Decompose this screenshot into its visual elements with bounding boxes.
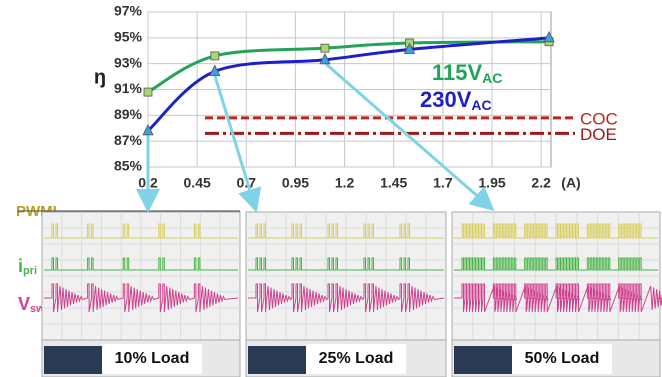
x-tick-label: 0.45: [184, 175, 211, 191]
y-tick-label: 91%: [114, 80, 143, 96]
y-tick-label: 93%: [114, 54, 143, 70]
x-tick-label: 1.2: [335, 175, 355, 191]
y-tick-label: 89%: [114, 106, 143, 122]
legend-name: 115V: [432, 60, 482, 85]
y-axis-label: ŋ: [94, 66, 106, 88]
scope-trace: [454, 258, 658, 270]
signal-subscript: pri: [23, 265, 37, 277]
scope-trace: [454, 224, 658, 238]
reference-label: DOE: [580, 125, 617, 144]
load-label: 25% Load: [319, 350, 394, 367]
signal-label: ipri: [18, 256, 37, 277]
y-tick-label: 87%: [114, 132, 143, 148]
legend-name: 230V: [420, 87, 472, 112]
load-label: 10% Load: [115, 350, 190, 367]
marker: [211, 52, 219, 60]
scope-channel: [44, 346, 104, 374]
scope-channel: [454, 346, 514, 374]
x-tick-label: 1.7: [433, 175, 453, 191]
x-tick-label: 1.45: [380, 175, 407, 191]
y-tick-label: 97%: [114, 3, 143, 19]
legend-subscript: AC: [482, 70, 502, 86]
marker: [321, 44, 329, 52]
x-axis-unit: (A): [561, 175, 580, 191]
figure: PWMLipriVsw10% Load25% Load50% Load 85%8…: [0, 0, 662, 377]
x-tick-label: 1.95: [478, 175, 505, 191]
scope-channel: [248, 346, 308, 374]
load-label: 50% Load: [525, 350, 600, 367]
signal-name: V: [18, 294, 30, 314]
signal-label: Vsw: [18, 294, 45, 315]
y-tick-label: 85%: [114, 158, 143, 174]
y-tick-label: 95%: [114, 29, 143, 45]
x-tick-label: 0.95: [282, 175, 309, 191]
legend-subscript: AC: [471, 97, 491, 113]
marker: [144, 88, 152, 96]
x-tick-label: 2.2: [531, 175, 551, 191]
